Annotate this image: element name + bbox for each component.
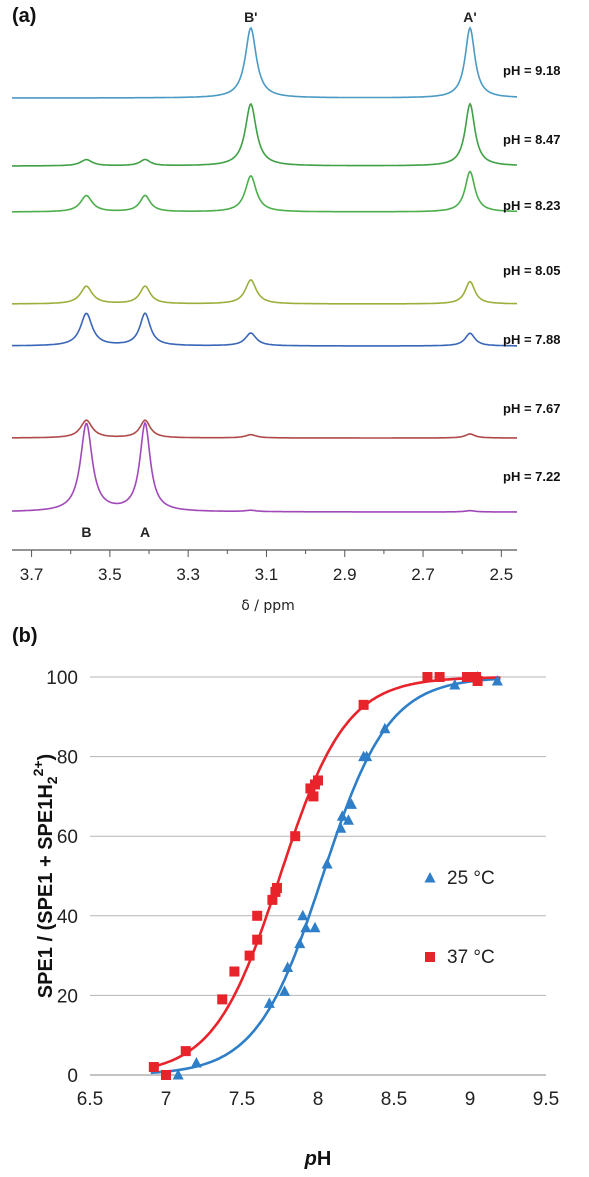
- data-point-25c: [342, 814, 354, 825]
- x-tick-label: 8.5: [381, 1089, 407, 1110]
- data-point-37c: [244, 950, 255, 961]
- spectrum-trace-1: [12, 26, 518, 99]
- data-point-37c: [461, 672, 472, 682]
- spectrum-trace-5: [12, 312, 517, 347]
- data-point-25c: [361, 750, 373, 762]
- data-point-37c: [267, 894, 278, 905]
- data-point-25c: [190, 1057, 202, 1068]
- nmr-tick-label: 3.7: [20, 565, 44, 584]
- ph-label-4: pH = 8.05: [503, 263, 560, 278]
- data-point-25c: [294, 937, 306, 949]
- data-point-37c: [148, 1062, 159, 1073]
- spectrum-trace-6: [12, 419, 517, 439]
- data-point-37c: [358, 699, 369, 710]
- y-tick-label: 40: [57, 907, 78, 928]
- nmr-tick-label: 3.3: [176, 565, 200, 584]
- data-point-37c: [308, 791, 319, 802]
- peak-label-1: B': [244, 9, 257, 25]
- ph-label-2: pH = 8.47: [503, 132, 560, 147]
- peak-label-2: A': [463, 9, 476, 25]
- data-point-37c: [422, 672, 433, 682]
- x-tick-label: 7.5: [229, 1089, 255, 1110]
- peak-label-3: B: [81, 524, 91, 540]
- fraction-vs-ph-chart: 0 20 40 60 80 100 6.5 7 7.5 8 8.5 9 9.5 pH SPE1 / (SPE…: [30, 668, 559, 1170]
- x-tick-label: 6.5: [77, 1089, 103, 1110]
- data-point-25c: [345, 798, 357, 809]
- y-tick-label: 100: [46, 668, 78, 689]
- peak-label-4: A: [140, 524, 150, 540]
- data-point-37c: [217, 994, 228, 1005]
- legend-label-2: 37 °C: [447, 947, 495, 968]
- nmr-x-axis: 3.7 3.5 3.3 3.1 2.9 2.7 2.5: [12, 549, 517, 584]
- legend-marker-37c: [425, 952, 435, 962]
- spectrum-trace-2: [12, 102, 517, 167]
- y-tick-label: 0: [67, 1066, 78, 1087]
- data-point-25c: [335, 822, 347, 833]
- data-point-25c: [172, 1069, 184, 1080]
- nmr-tick-label: 2.7: [411, 565, 435, 584]
- data-point-25c: [336, 810, 348, 821]
- data-point-37c: [290, 831, 301, 842]
- data-point-25c: [282, 961, 294, 973]
- data-point-37c: [313, 775, 323, 786]
- legend-label-1: 25 °C: [447, 868, 495, 889]
- ph-label-5: pH = 7.88: [503, 332, 560, 347]
- x-axis-title: pH: [304, 1148, 332, 1170]
- data-point-25c: [297, 909, 309, 921]
- ph-label-7: pH = 7.22: [503, 469, 560, 484]
- ph-label-1: pH = 9.18: [503, 63, 560, 78]
- data-point-37c: [472, 675, 483, 686]
- y-axis-title: SPE1 / (SPE1 + SPE1H22+): [30, 754, 60, 998]
- panel-b-label: (b): [12, 625, 38, 647]
- panel-a-label: (a): [12, 5, 36, 27]
- nmr-tick-label: 3.5: [98, 565, 122, 584]
- data-point-25c: [379, 722, 391, 734]
- data-point-37c: [434, 672, 445, 682]
- x-tick-label: 9.5: [533, 1089, 559, 1110]
- nmr-x-axis-title: δ / ppm: [241, 598, 295, 614]
- y-tick-label: 80: [57, 748, 78, 769]
- nmr-tick-label: 2.5: [490, 565, 514, 584]
- y-tick-label: 60: [57, 827, 78, 848]
- ph-label-6: pH = 7.67: [503, 401, 560, 416]
- spectrum-trace-3: [12, 170, 517, 213]
- data-point-37c: [161, 1070, 171, 1080]
- data-point-25c: [321, 858, 333, 869]
- y-tick-label: 20: [57, 986, 78, 1007]
- spectrum-trace-7: [12, 421, 517, 513]
- nmr-spectra-panel: pH = 9.18 pH = 8.47 pH = 8.23 pH = 8.05 pH =…: [12, 9, 560, 540]
- data-point-37c: [271, 882, 282, 893]
- data-point-25c: [279, 985, 291, 996]
- legend-marker-25c: [424, 872, 436, 883]
- data-point-37c: [252, 910, 263, 921]
- data-point-37c: [252, 934, 263, 945]
- nmr-tick-label: 3.1: [255, 565, 279, 584]
- x-tick-label: 8: [313, 1089, 324, 1110]
- data-point-25c: [263, 997, 275, 1008]
- x-tick-label: 7: [161, 1089, 172, 1110]
- nmr-tick-label: 2.9: [333, 565, 357, 584]
- ph-label-3: pH = 8.23: [503, 198, 560, 213]
- data-point-25c: [491, 674, 503, 686]
- data-point-37c: [180, 1046, 191, 1057]
- data-point-25c: [309, 921, 321, 933]
- x-tick-label: 9: [465, 1089, 476, 1110]
- data-point-37c: [229, 966, 240, 977]
- data-point-25c: [449, 678, 461, 690]
- data-point-25c: [300, 921, 312, 933]
- spectrum-trace-4: [12, 279, 517, 305]
